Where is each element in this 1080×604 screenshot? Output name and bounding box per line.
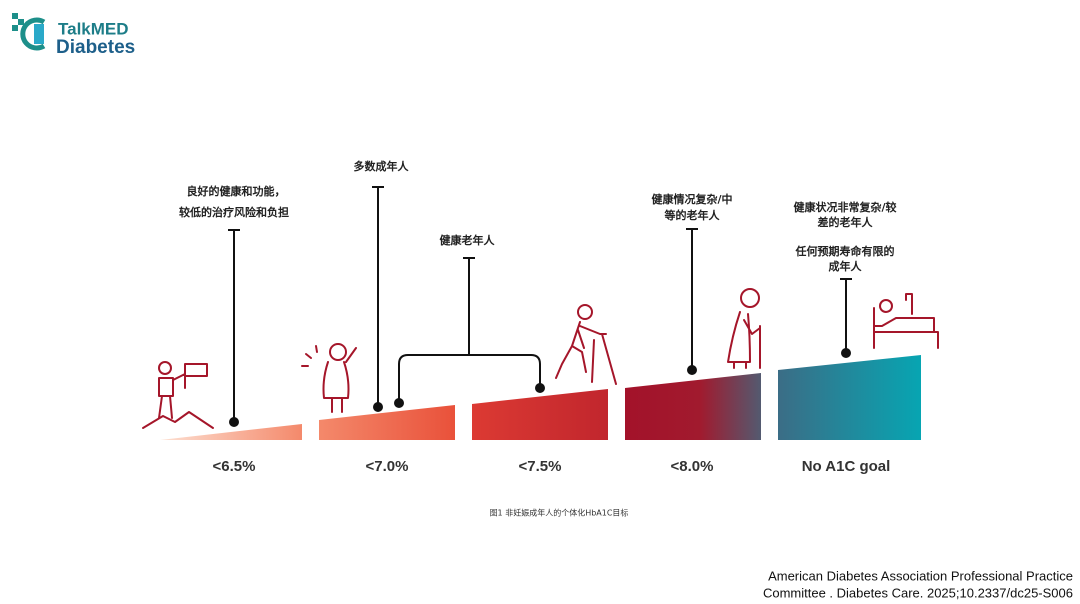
annotation: 等的老年人 (664, 208, 721, 222)
ramp-segment (160, 424, 302, 440)
logo-text: Diabetes (56, 37, 135, 58)
icon-elder (727, 288, 761, 369)
ramp-segment (778, 355, 921, 440)
icon-bed (873, 293, 939, 349)
segment-label: <6.5% (213, 458, 256, 475)
annotation: 健康状况非常复杂/较 (793, 200, 896, 214)
annotation: 健康情况复杂/中 (651, 192, 732, 206)
logo-text: TalkMED (58, 19, 129, 38)
annotation: 成年人 (829, 259, 863, 273)
ramp-segment (472, 389, 608, 440)
annotation: 较低的治疗风险和负担 (179, 205, 289, 219)
icon-woman (301, 343, 357, 413)
caption: 图1 非妊娠成年人的个体化HbA1C目标 (490, 508, 629, 518)
segment-label: <7.5% (519, 458, 562, 475)
icon-climber (142, 361, 214, 429)
ramp-segment (319, 405, 455, 440)
annotation: 任何预期寿命有限的 (795, 244, 895, 258)
logo: TalkMED Diabetes (12, 13, 135, 58)
citation: Committee . Diabetes Care. 2025;10.2337/… (763, 585, 1073, 600)
segment-label: <7.0% (366, 458, 409, 475)
annotation: 差的老年人 (818, 215, 874, 229)
annotation-stems (228, 186, 852, 427)
annotation: 健康老年人 (440, 233, 496, 247)
ramp-segment (625, 373, 761, 440)
annotation: 良好的健康和功能， (187, 184, 286, 198)
icon-hiker (555, 304, 617, 385)
segment-label: No A1C goal (802, 458, 891, 475)
citation: American Diabetes Association Profession… (768, 568, 1073, 583)
segment-label: <8.0% (671, 458, 714, 475)
annotation: 多数成年人 (354, 159, 410, 173)
